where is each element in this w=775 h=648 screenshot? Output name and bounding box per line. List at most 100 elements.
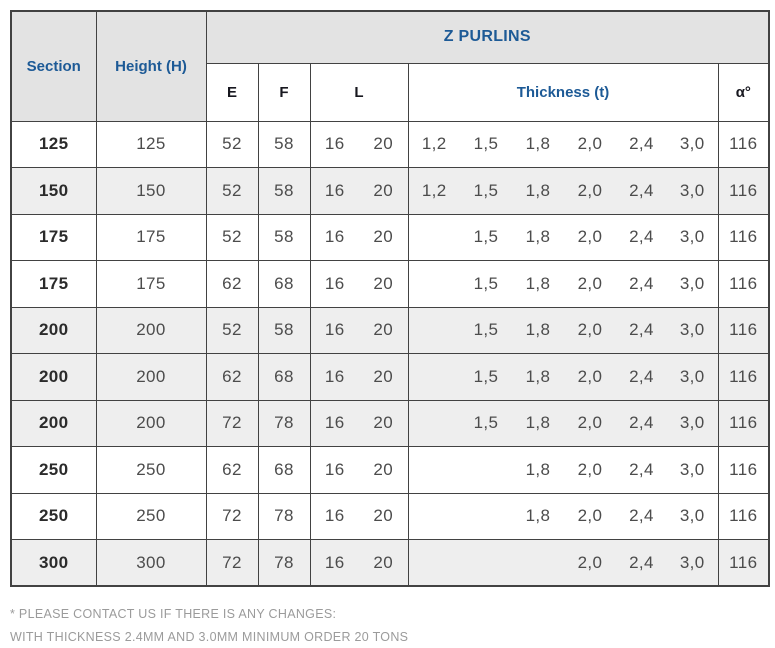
cell-alpha: 116 xyxy=(718,168,769,215)
cell-thickness-3: 1,8 xyxy=(512,168,564,215)
cell-thickness-3 xyxy=(512,540,564,587)
cell-thickness-3: 1,8 xyxy=(512,121,564,168)
table-row: 200 200 62 68 16 20 1,5 1,8 2,0 2,4 3,0 … xyxy=(11,354,769,401)
cell-l-16: 16 xyxy=(310,540,359,587)
cell-height: 150 xyxy=(96,168,206,215)
cell-f: 68 xyxy=(258,354,310,401)
cell-thickness-2: 1,5 xyxy=(460,354,512,401)
cell-thickness-2: 1,5 xyxy=(460,261,512,308)
cell-alpha: 116 xyxy=(718,354,769,401)
cell-height: 250 xyxy=(96,447,206,494)
col-header-thickness: Thickness (t) xyxy=(408,63,718,121)
cell-height: 250 xyxy=(96,493,206,540)
cell-thickness-3: 1,8 xyxy=(512,493,564,540)
cell-thickness-2 xyxy=(460,540,512,587)
cell-thickness-1 xyxy=(408,400,460,447)
table-row: 300 300 72 78 16 20 2,0 2,4 3,0 116 xyxy=(11,540,769,587)
cell-thickness-6: 3,0 xyxy=(667,447,718,494)
cell-thickness-1 xyxy=(408,214,460,261)
table-row: 250 250 72 78 16 20 1,8 2,0 2,4 3,0 116 xyxy=(11,493,769,540)
cell-thickness-5: 2,4 xyxy=(616,540,667,587)
cell-section: 175 xyxy=(11,214,96,261)
cell-thickness-2: 1,5 xyxy=(460,168,512,215)
cell-thickness-1: 1,2 xyxy=(408,168,460,215)
cell-thickness-4: 2,0 xyxy=(564,261,616,308)
cell-alpha: 116 xyxy=(718,307,769,354)
cell-height: 125 xyxy=(96,121,206,168)
col-header-e: E xyxy=(206,63,258,121)
cell-thickness-5: 2,4 xyxy=(616,214,667,261)
cell-thickness-4: 2,0 xyxy=(564,307,616,354)
cell-thickness-5: 2,4 xyxy=(616,493,667,540)
cell-thickness-4: 2,0 xyxy=(564,493,616,540)
cell-thickness-1: 1,2 xyxy=(408,121,460,168)
col-header-section: Section xyxy=(11,11,96,121)
cell-thickness-4: 2,0 xyxy=(564,168,616,215)
cell-e: 72 xyxy=(206,540,258,587)
cell-thickness-2: 1,5 xyxy=(460,214,512,261)
table-body: 125 125 52 58 16 20 1,2 1,5 1,8 2,0 2,4 … xyxy=(11,121,769,586)
cell-thickness-1 xyxy=(408,307,460,354)
cell-l-20: 20 xyxy=(359,540,408,587)
cell-thickness-2 xyxy=(460,493,512,540)
cell-e: 52 xyxy=(206,307,258,354)
table-row: 150 150 52 58 16 20 1,2 1,5 1,8 2,0 2,4 … xyxy=(11,168,769,215)
cell-e: 72 xyxy=(206,400,258,447)
footnote-line1: * PLEASE CONTACT US IF THERE IS ANY CHAN… xyxy=(10,603,775,626)
cell-f: 78 xyxy=(258,493,310,540)
cell-height: 200 xyxy=(96,400,206,447)
cell-l-16: 16 xyxy=(310,168,359,215)
cell-l-16: 16 xyxy=(310,400,359,447)
cell-l-20: 20 xyxy=(359,214,408,261)
cell-thickness-4: 2,0 xyxy=(564,354,616,401)
cell-alpha: 116 xyxy=(718,493,769,540)
cell-thickness-3: 1,8 xyxy=(512,400,564,447)
cell-thickness-5: 2,4 xyxy=(616,261,667,308)
table-row: 175 175 52 58 16 20 1,5 1,8 2,0 2,4 3,0 … xyxy=(11,214,769,261)
footnote: * PLEASE CONTACT US IF THERE IS ANY CHAN… xyxy=(10,603,775,648)
cell-thickness-1 xyxy=(408,447,460,494)
cell-l-16: 16 xyxy=(310,214,359,261)
col-header-f: F xyxy=(258,63,310,121)
cell-section: 125 xyxy=(11,121,96,168)
cell-l-16: 16 xyxy=(310,354,359,401)
cell-e: 62 xyxy=(206,354,258,401)
cell-f: 58 xyxy=(258,168,310,215)
cell-alpha: 116 xyxy=(718,400,769,447)
cell-section: 200 xyxy=(11,354,96,401)
cell-f: 58 xyxy=(258,121,310,168)
cell-thickness-6: 3,0 xyxy=(667,354,718,401)
cell-thickness-1 xyxy=(408,261,460,308)
cell-l-16: 16 xyxy=(310,261,359,308)
cell-f: 78 xyxy=(258,540,310,587)
cell-thickness-5: 2,4 xyxy=(616,121,667,168)
cell-f: 58 xyxy=(258,214,310,261)
cell-thickness-6: 3,0 xyxy=(667,214,718,261)
cell-section: 250 xyxy=(11,493,96,540)
z-purlins-spec-table: Section Height (H) Z PURLINS E F L Thick… xyxy=(10,10,770,587)
cell-thickness-5: 2,4 xyxy=(616,400,667,447)
cell-section: 175 xyxy=(11,261,96,308)
cell-e: 62 xyxy=(206,261,258,308)
cell-alpha: 116 xyxy=(718,447,769,494)
header-row-top: Section Height (H) Z PURLINS xyxy=(11,11,769,63)
col-header-alpha: α° xyxy=(718,63,769,121)
cell-alpha: 116 xyxy=(718,121,769,168)
cell-l-20: 20 xyxy=(359,121,408,168)
cell-section: 250 xyxy=(11,447,96,494)
cell-height: 300 xyxy=(96,540,206,587)
cell-f: 68 xyxy=(258,261,310,308)
cell-thickness-5: 2,4 xyxy=(616,168,667,215)
cell-thickness-6: 3,0 xyxy=(667,121,718,168)
cell-thickness-1 xyxy=(408,354,460,401)
cell-height: 200 xyxy=(96,307,206,354)
cell-thickness-1 xyxy=(408,540,460,587)
col-header-height: Height (H) xyxy=(96,11,206,121)
cell-e: 52 xyxy=(206,214,258,261)
cell-f: 58 xyxy=(258,307,310,354)
cell-l-20: 20 xyxy=(359,400,408,447)
cell-thickness-4: 2,0 xyxy=(564,400,616,447)
cell-thickness-5: 2,4 xyxy=(616,447,667,494)
cell-l-20: 20 xyxy=(359,168,408,215)
